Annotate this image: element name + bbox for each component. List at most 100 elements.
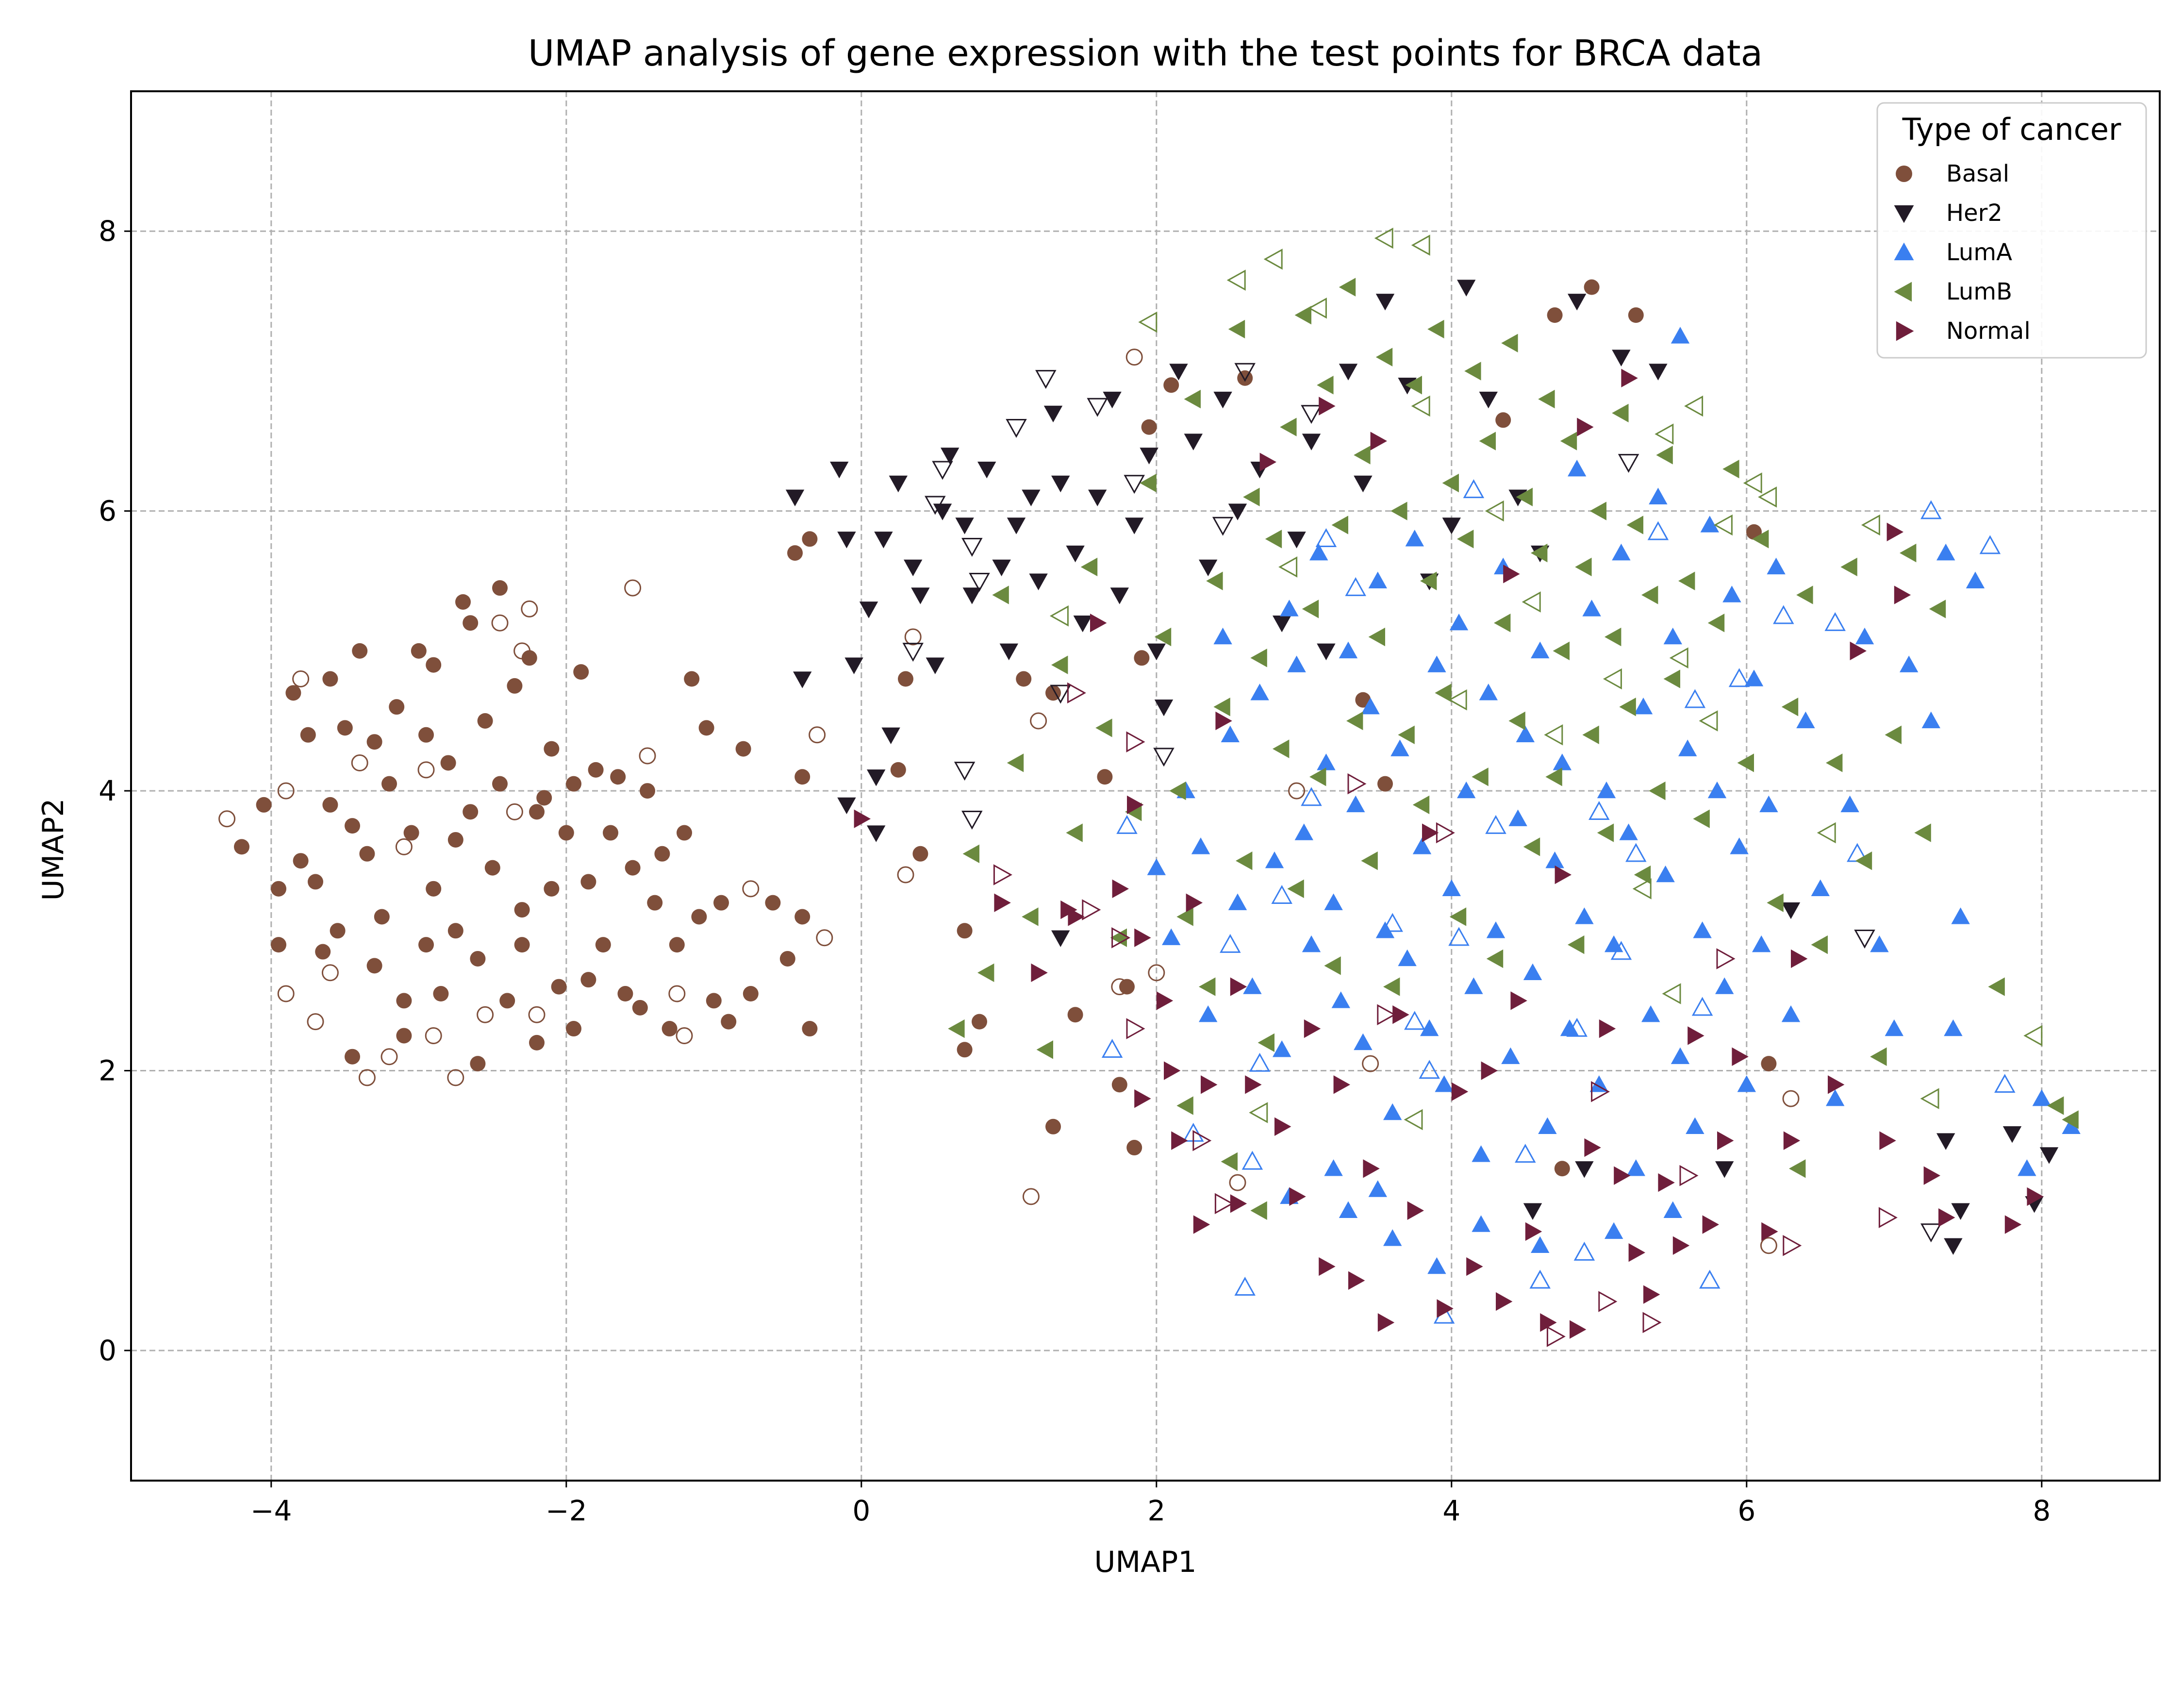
point-normal — [1186, 893, 1203, 912]
x-tick-label: 0 — [852, 1494, 870, 1527]
point-basal — [573, 664, 589, 680]
point-luma — [1840, 795, 1859, 813]
test-point-basal — [1148, 964, 1165, 982]
point-lumb — [1568, 935, 1585, 954]
test-point-normal — [1598, 1291, 1618, 1312]
point-her2 — [992, 559, 1011, 577]
point-normal — [1621, 368, 1638, 388]
test-point-luma — [1271, 884, 1292, 904]
point-basal — [610, 769, 626, 785]
legend-label-normal: Normal — [1946, 317, 2031, 345]
point-basal — [337, 720, 353, 736]
point-lumb — [1722, 459, 1739, 479]
point-basal — [691, 909, 707, 925]
point-her2 — [793, 671, 812, 688]
test-point-lumb — [1307, 297, 1327, 319]
test-point-normal — [993, 864, 1012, 885]
point-basal — [677, 825, 692, 841]
point-basal — [632, 1000, 648, 1016]
point-lumb — [992, 585, 1009, 604]
point-luma — [1730, 837, 1749, 854]
point-normal — [1828, 1075, 1845, 1094]
point-luma — [1331, 991, 1350, 1008]
test-point-basal — [742, 880, 760, 898]
point-her2 — [977, 461, 996, 479]
point-lumb — [1855, 851, 1872, 870]
test-point-luma — [1824, 612, 1846, 631]
plot-frame — [130, 90, 2161, 1482]
point-lumb — [1331, 516, 1348, 534]
point-luma — [1472, 1215, 1490, 1232]
point-basal — [779, 951, 795, 967]
point-her2 — [874, 532, 893, 549]
point-normal — [1215, 711, 1232, 731]
point-luma — [1228, 893, 1247, 910]
point-basal — [514, 937, 530, 953]
point-lumb — [1368, 627, 1385, 647]
point-her2 — [1051, 475, 1070, 493]
point-lumb — [1361, 851, 1378, 870]
point-luma — [1427, 1257, 1446, 1274]
point-her2 — [2039, 1147, 2059, 1164]
x-tick-label: −2 — [546, 1494, 587, 1527]
test-point-basal — [624, 579, 642, 597]
point-luma — [1523, 963, 1542, 980]
grid-lines — [131, 91, 2160, 1481]
point-luma — [1294, 823, 1313, 840]
point-luma — [1944, 1019, 1963, 1036]
point-basal — [470, 1056, 486, 1072]
test-point-luma — [1315, 528, 1337, 547]
point-her2 — [837, 797, 856, 815]
point-normal — [1791, 949, 1808, 968]
test-point-her2 — [1234, 363, 1256, 382]
point-normal — [1193, 1215, 1210, 1234]
point-her2 — [999, 643, 1018, 661]
test-point-basal — [639, 747, 656, 765]
point-lumb — [1354, 446, 1371, 465]
point-her2 — [1936, 1133, 1955, 1150]
point-luma — [1368, 1180, 1387, 1197]
test-point-lumb — [1743, 472, 1762, 494]
point-lumb — [1589, 501, 1606, 520]
point-luma — [1560, 1019, 1579, 1036]
test-point-luma — [1588, 801, 1610, 820]
test-point-luma — [1773, 605, 1794, 624]
point-basal — [595, 937, 611, 953]
point-luma — [1634, 697, 1653, 715]
point-luma — [1324, 1159, 1343, 1176]
x-tick-label: 2 — [1147, 1494, 1165, 1527]
point-luma — [1737, 1075, 1756, 1092]
point-luma — [1199, 1005, 1218, 1022]
point-luma — [1936, 543, 1955, 561]
point-lumb — [2047, 1096, 2064, 1115]
point-luma — [1641, 1005, 1660, 1022]
point-lumb — [1280, 417, 1297, 436]
point-lumb — [1582, 725, 1599, 745]
point-basal — [1237, 370, 1253, 386]
test-point-lumb — [1049, 605, 1069, 627]
point-luma — [1626, 1159, 1645, 1176]
point-lumb — [1176, 907, 1193, 926]
point-luma — [1693, 921, 1712, 938]
point-luma — [1796, 711, 1815, 729]
point-normal — [1319, 397, 1336, 416]
test-point-her2 — [961, 811, 983, 830]
point-lumb — [977, 963, 994, 982]
point-luma — [1375, 921, 1395, 938]
point-normal — [1392, 1005, 1409, 1024]
point-her2 — [1043, 405, 1063, 423]
test-point-basal — [521, 600, 538, 617]
point-her2 — [867, 825, 886, 842]
point-luma — [1900, 655, 1919, 672]
point-her2 — [1457, 280, 1476, 297]
point-luma — [1671, 1047, 1690, 1064]
point-basal — [794, 769, 811, 785]
point-normal — [1783, 1131, 1801, 1150]
point-lumb — [1457, 530, 1474, 549]
point-basal — [470, 951, 486, 967]
point-basal — [957, 1042, 973, 1058]
chart-title: UMAP analysis of gene expression with th… — [528, 33, 1763, 74]
point-basal — [1554, 1161, 1570, 1177]
point-lumb — [1435, 684, 1452, 702]
test-point-her2 — [1050, 684, 1071, 704]
